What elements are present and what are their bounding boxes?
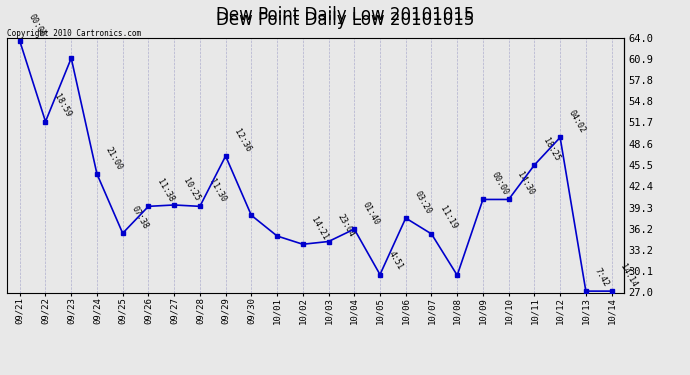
- Text: 04:02: 04:02: [567, 108, 587, 135]
- Text: 14:30: 14:30: [515, 171, 536, 196]
- Text: Dew Point Daily Low 20101015: Dew Point Daily Low 20101015: [216, 11, 474, 29]
- Text: 21:00: 21:00: [104, 145, 124, 171]
- Text: Copyright 2010 Cartronics.com: Copyright 2010 Cartronics.com: [7, 28, 141, 38]
- Text: 10:25: 10:25: [181, 176, 201, 202]
- Text: 18:59: 18:59: [52, 93, 72, 119]
- Text: 4:51: 4:51: [387, 250, 405, 272]
- Text: 14:21: 14:21: [310, 215, 330, 242]
- Text: 11:30: 11:30: [207, 177, 227, 204]
- Text: 00:00: 00:00: [490, 171, 510, 196]
- Text: 01:40: 01:40: [362, 200, 382, 226]
- Text: 11:38: 11:38: [155, 177, 176, 204]
- Text: 03:20: 03:20: [413, 189, 433, 215]
- Text: 7:42: 7:42: [593, 267, 611, 288]
- Text: 23:04: 23:04: [335, 213, 356, 239]
- Text: 12:36: 12:36: [233, 127, 253, 153]
- Text: 00:06: 00:06: [27, 12, 47, 38]
- Text: 14:14: 14:14: [618, 262, 639, 288]
- Text: 18:25: 18:25: [542, 136, 562, 162]
- Text: Dew Point Daily Low 20101015: Dew Point Daily Low 20101015: [216, 6, 474, 24]
- Text: 07:38: 07:38: [130, 204, 150, 231]
- Text: 11:19: 11:19: [438, 205, 459, 231]
